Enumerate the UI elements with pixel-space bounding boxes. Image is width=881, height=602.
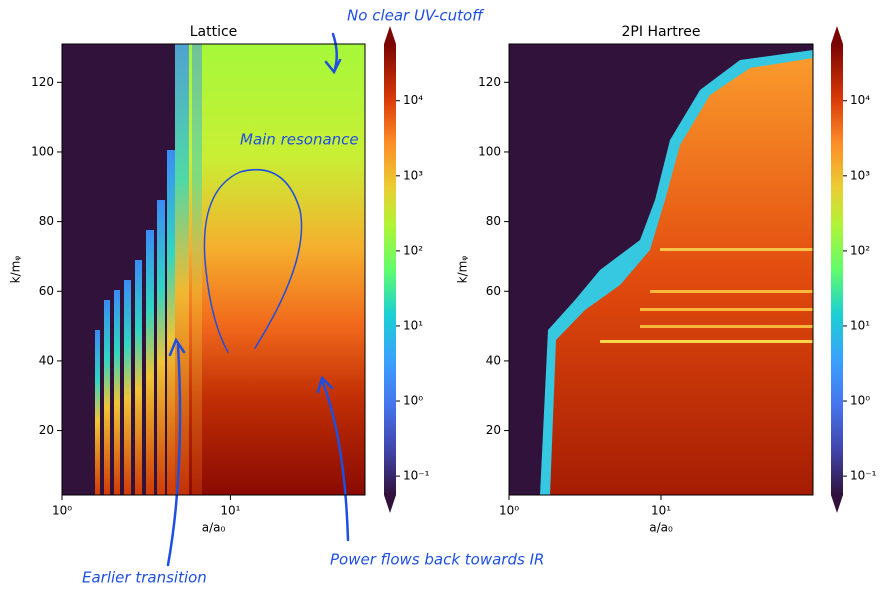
annotation: Power flows back towards IR bbox=[330, 551, 544, 569]
y-tick-label: 40 bbox=[486, 353, 501, 367]
colorbar-extend bbox=[831, 495, 843, 513]
colorbar-tick-label: 10⁻¹ bbox=[850, 469, 877, 483]
y-tick-label: 20 bbox=[486, 423, 501, 437]
colorbar-tick-label: 10² bbox=[403, 243, 423, 257]
x-tick-label: 10¹ bbox=[220, 504, 240, 518]
annotation-arrows bbox=[166, 32, 350, 567]
colorbar bbox=[831, 44, 843, 495]
y-axis-label: k/mᵩ bbox=[456, 256, 470, 284]
plot-frame bbox=[61, 43, 366, 496]
colorbar bbox=[384, 44, 396, 495]
y-tick-label: 120 bbox=[478, 75, 501, 89]
heatmap-image bbox=[509, 44, 813, 495]
colorbar-tick-label: 10³ bbox=[850, 168, 870, 182]
annotation: No clear UV-cutoff bbox=[347, 7, 485, 25]
y-tick-label: 60 bbox=[39, 284, 54, 298]
y-tick-label: 120 bbox=[31, 75, 54, 89]
y-tick-label: 80 bbox=[39, 214, 54, 228]
colorbar-extend bbox=[831, 26, 843, 44]
y-axis-label: k/mᵩ bbox=[9, 256, 23, 284]
y-tick-label: 100 bbox=[478, 144, 501, 158]
colorbar-extend bbox=[384, 26, 396, 44]
annotation: Earlier transition bbox=[82, 569, 207, 587]
colorbar-tick-label: 10⁴ bbox=[403, 93, 423, 107]
colorbar-extend bbox=[384, 495, 396, 513]
annotation: Main resonance bbox=[240, 131, 359, 149]
colorbar-tick-label: 10⁴ bbox=[850, 93, 870, 107]
y-tick-label: 20 bbox=[39, 423, 54, 437]
colorbar-tick-label: 10³ bbox=[403, 168, 423, 182]
colorbar-tick-label: 10⁰ bbox=[403, 394, 423, 408]
y-tick-label: 60 bbox=[486, 284, 501, 298]
x-tick-label: 10⁰ bbox=[499, 504, 519, 518]
colorbar-tick-label: 10⁰ bbox=[850, 394, 870, 408]
y-tick-label: 80 bbox=[486, 214, 501, 228]
colorbar-tick-label: 10⁻¹ bbox=[403, 469, 430, 483]
colorbar-tick-label: 10¹ bbox=[850, 318, 870, 332]
x-axis-label: a/a₀ bbox=[202, 521, 226, 535]
x-axis-label: a/a₀ bbox=[649, 521, 673, 535]
x-tick-label: 10⁰ bbox=[52, 504, 72, 518]
y-tick-label: 100 bbox=[31, 144, 54, 158]
chart-title: Lattice bbox=[190, 24, 238, 40]
x-tick-label: 10¹ bbox=[651, 504, 671, 518]
y-tick-label: 40 bbox=[39, 353, 54, 367]
colorbar-tick-label: 10² bbox=[850, 243, 870, 257]
colorbar-tick-label: 10¹ bbox=[403, 318, 423, 332]
chart-title: 2PI Hartree bbox=[622, 24, 701, 40]
heatmap-image bbox=[62, 44, 365, 495]
